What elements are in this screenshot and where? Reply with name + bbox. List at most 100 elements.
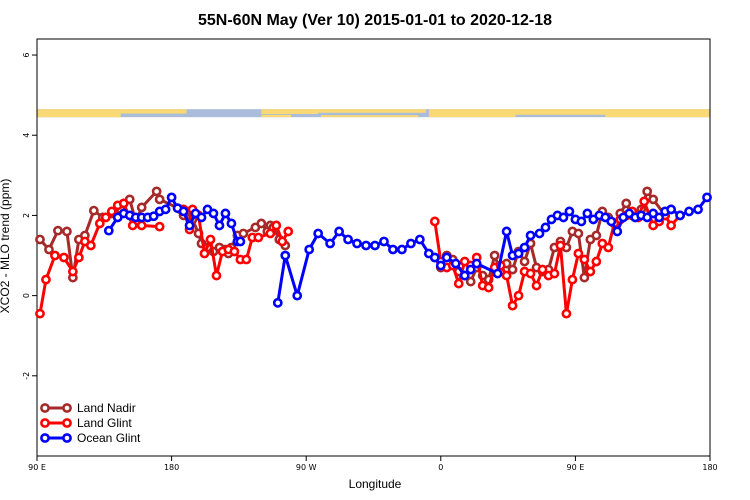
data-point <box>591 256 602 267</box>
data-point <box>44 244 54 255</box>
data-point <box>94 218 105 229</box>
data-point <box>196 212 207 223</box>
x-tick-label: 180 <box>702 463 717 472</box>
series-ocean-glint <box>103 192 712 308</box>
x-tick-label: 90 E <box>28 463 46 472</box>
data-point <box>648 194 659 205</box>
data-point <box>525 268 536 279</box>
data-point <box>465 264 476 275</box>
data-point <box>88 205 99 216</box>
data-point <box>178 206 189 217</box>
data-point <box>564 206 575 217</box>
data-point <box>654 212 665 223</box>
data-point <box>555 240 566 251</box>
data-point <box>361 240 371 251</box>
data-point <box>519 256 530 267</box>
data-point <box>50 250 60 261</box>
legend-label: Ocean Glint <box>77 431 141 445</box>
data-point <box>591 230 602 241</box>
legend-marker <box>40 403 50 413</box>
data-point <box>325 238 336 249</box>
data-point <box>208 208 219 219</box>
data-point <box>465 276 476 287</box>
legend-marker <box>62 433 72 443</box>
data-point <box>453 278 464 289</box>
x-tick-label: 180 <box>164 463 179 472</box>
data-point <box>441 252 452 263</box>
data-point <box>603 242 614 253</box>
data-point <box>160 204 171 215</box>
data-point <box>214 220 225 231</box>
y-tick-label: 0 <box>22 293 31 298</box>
data-point <box>501 226 512 237</box>
data-point <box>271 220 282 231</box>
data-point <box>471 258 482 269</box>
data-point <box>429 252 440 263</box>
data-point <box>519 242 530 253</box>
map-land-patch <box>318 109 426 113</box>
data-point <box>540 222 551 233</box>
data-point <box>280 250 291 261</box>
x-axis: 90 E 180 90 W 0 90 E 180 <box>28 456 718 472</box>
data-point <box>513 248 524 259</box>
map-land-patch <box>515 109 606 115</box>
data-point <box>277 236 288 247</box>
data-point <box>127 220 138 231</box>
data-point <box>379 236 389 247</box>
data-point <box>304 244 315 255</box>
map-land-patch <box>120 109 187 114</box>
data-point <box>73 252 84 263</box>
data-point <box>492 268 503 279</box>
data-point <box>612 226 623 237</box>
data-point <box>85 240 96 251</box>
map-strip <box>37 109 710 118</box>
y-tick-label: 6 <box>22 52 31 57</box>
data-point <box>256 218 267 229</box>
data-point <box>489 250 500 261</box>
data-point <box>582 208 593 219</box>
data-point <box>684 206 694 217</box>
data-point <box>148 211 159 222</box>
map-land-patch <box>261 114 292 118</box>
data-point <box>253 232 264 243</box>
data-point <box>573 228 584 239</box>
map-land-patch <box>321 115 419 118</box>
map-land-patch <box>605 109 710 118</box>
data-point <box>579 272 590 283</box>
data-point <box>558 212 569 223</box>
map-land-patch <box>428 109 516 118</box>
data-point <box>537 264 548 275</box>
map-strip-land <box>37 109 710 118</box>
data-point <box>483 282 494 293</box>
data-point <box>136 220 147 231</box>
data-point <box>429 216 440 227</box>
data-point <box>184 220 195 231</box>
data-point <box>531 280 542 291</box>
data-point <box>567 274 578 285</box>
data-point <box>397 244 407 255</box>
data-point <box>579 254 590 265</box>
data-point <box>241 254 252 265</box>
data-point <box>370 240 380 251</box>
data-point <box>414 234 425 245</box>
data-point <box>67 266 78 277</box>
data-point <box>507 264 518 275</box>
data-point <box>283 226 294 237</box>
data-point <box>166 192 177 203</box>
data-point <box>525 230 536 241</box>
map-strip-ocean <box>37 109 710 118</box>
data-point <box>459 270 470 281</box>
chart-title: 55N-60N May (Ver 10) 2015-01-01 to 2020-… <box>198 12 552 29</box>
data-point <box>59 252 69 263</box>
legend-marker <box>62 403 72 413</box>
data-point <box>226 218 237 229</box>
data-point <box>675 210 685 221</box>
data-point <box>292 290 303 301</box>
map-land-patch <box>261 109 319 114</box>
x-tick-label: 90 E <box>567 463 585 472</box>
data-point <box>507 300 518 311</box>
data-point <box>621 198 632 209</box>
data-point <box>513 290 524 301</box>
